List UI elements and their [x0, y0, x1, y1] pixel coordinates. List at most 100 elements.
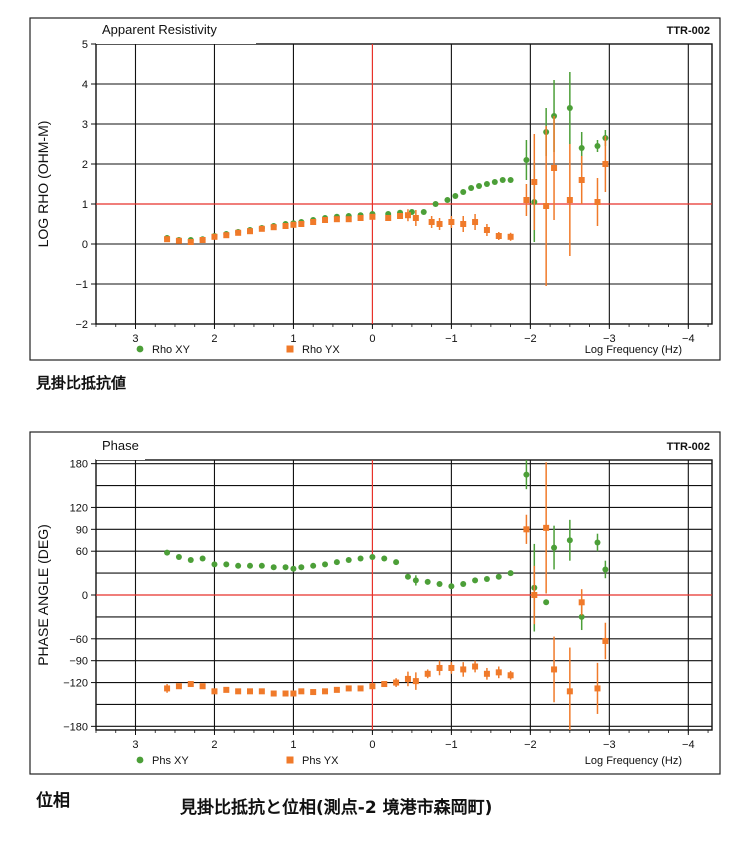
- phs-x-tick-label: −4: [682, 739, 695, 751]
- rho-point-yx: [531, 179, 538, 185]
- phs-point-xy: [223, 561, 230, 568]
- phs-point-yx: [424, 670, 431, 677]
- phs-legend-marker-1: [286, 756, 294, 764]
- phs-point-yx: [345, 685, 352, 692]
- phs-y-tick-label: 0: [82, 590, 88, 602]
- rho-point-yx: [345, 216, 352, 223]
- rho-point-xy: [460, 189, 467, 195]
- phs-x-tick-label: 2: [211, 739, 217, 751]
- rho-y-axis-label: LOG RHO (OHM-M): [35, 121, 51, 248]
- phs-point-xy: [412, 577, 419, 584]
- rho-point-yx: [333, 216, 340, 223]
- phs-point-xy: [578, 613, 585, 620]
- phs-point-yx: [333, 686, 340, 693]
- rho-point-xy: [420, 209, 427, 215]
- phs-x-tick-label: 3: [132, 739, 138, 751]
- phs-point-yx: [199, 683, 206, 690]
- phs-point-xy: [322, 561, 329, 568]
- rho-point-yx: [551, 165, 558, 171]
- rho-point-xy: [468, 185, 475, 191]
- rho-point-yx: [223, 232, 230, 239]
- rho-point-yx: [428, 219, 435, 225]
- phs-point-yx: [164, 685, 171, 692]
- rho-point-yx: [472, 219, 479, 225]
- rho-point-xy: [566, 105, 573, 111]
- phs-y-tick-label: −60: [69, 634, 88, 646]
- rho-y-tick-label: 4: [82, 79, 88, 91]
- rho-point-yx: [357, 215, 364, 221]
- phs-x-tick-label: 0: [369, 739, 375, 751]
- phs-point-xy: [175, 554, 182, 561]
- rho-y-tick-label: −2: [75, 319, 88, 331]
- phs-point-xy: [333, 559, 340, 566]
- rho-point-yx: [175, 237, 182, 244]
- rho-point-yx: [310, 219, 317, 225]
- phs-point-yx: [448, 664, 455, 671]
- phs-point-yx: [247, 688, 253, 695]
- phs-point-yx: [507, 672, 514, 679]
- rho-point-yx: [448, 219, 455, 225]
- phs-point-yx: [472, 663, 479, 670]
- rho-point-yx: [199, 237, 206, 243]
- phs-x-tick-label: −2: [524, 739, 537, 751]
- resistivity-frame: [29, 17, 721, 361]
- phs-point-xy: [211, 561, 218, 568]
- phs-point-yx: [404, 675, 411, 682]
- phs-y-tick-label: 90: [76, 524, 88, 536]
- phs-point-yx: [602, 637, 609, 644]
- rho-point-xy: [507, 177, 514, 183]
- phs-point-xy: [247, 562, 253, 569]
- rho-x-tick-label: −2: [524, 333, 537, 345]
- rho-x-tick-label: 3: [132, 333, 138, 345]
- rho-point-yx: [385, 215, 392, 221]
- phs-point-xy: [594, 539, 601, 546]
- phs-x-tick-label: −3: [603, 739, 616, 751]
- phs-point-yx: [369, 683, 376, 690]
- phs-y-axis-label: PHASE ANGLE (DEG): [35, 524, 51, 666]
- resistivity-caption: 見掛比抵抗値: [36, 374, 127, 392]
- phs-point-xy: [235, 562, 242, 569]
- rho-y-tick-label: 1: [82, 199, 88, 211]
- phase-frame: [29, 431, 721, 775]
- rho-y-tick-label: 2: [82, 159, 88, 171]
- phs-point-yx: [270, 690, 277, 697]
- phs-point-xy: [369, 554, 376, 561]
- phs-x-axis-label: Log Frequency (Hz): [585, 755, 682, 767]
- phs-point-xy: [258, 562, 265, 569]
- phs-point-xy: [164, 549, 171, 556]
- rho-x-tick-label: −4: [682, 333, 695, 345]
- phs-legend-marker-0: [136, 756, 144, 764]
- rho-point-xy: [491, 179, 498, 185]
- phs-x-tick-label: −1: [445, 739, 458, 751]
- phs-y-tick-label: 120: [70, 502, 88, 514]
- phs-point-yx: [578, 599, 585, 606]
- rho-chart-title: Apparent Resistivity: [102, 22, 217, 37]
- phs-point-xy: [298, 564, 305, 571]
- rho-point-yx: [322, 217, 329, 223]
- rho-point-yx: [495, 233, 502, 239]
- rho-point-yx: [523, 197, 530, 203]
- phs-point-yx: [436, 664, 443, 671]
- rho-point-yx: [290, 221, 297, 228]
- rho-point-xy: [432, 201, 439, 207]
- phs-point-xy: [460, 581, 467, 588]
- phs-point-yx: [412, 678, 419, 685]
- phs-point-yx: [223, 686, 230, 693]
- rho-point-xy: [499, 177, 506, 183]
- main-caption: 見掛比抵抗と位相(測点-2 境港市森岡町): [180, 798, 493, 818]
- phs-point-xy: [187, 556, 194, 563]
- phs-point-yx: [460, 666, 467, 673]
- rho-point-yx: [270, 224, 277, 231]
- phs-y-tick-label: −180: [63, 721, 88, 733]
- phs-point-yx: [175, 683, 182, 690]
- rho-point-yx: [187, 239, 194, 245]
- phs-point-yx: [290, 690, 297, 697]
- phs-point-yx: [211, 688, 218, 695]
- rho-point-xy: [476, 183, 483, 189]
- rho-x-axis-label: Log Frequency (Hz): [585, 344, 682, 356]
- phs-point-yx: [235, 688, 242, 695]
- phs-point-xy: [290, 565, 297, 572]
- phs-point-xy: [393, 559, 400, 566]
- phs-y-tick-label: −120: [63, 678, 88, 690]
